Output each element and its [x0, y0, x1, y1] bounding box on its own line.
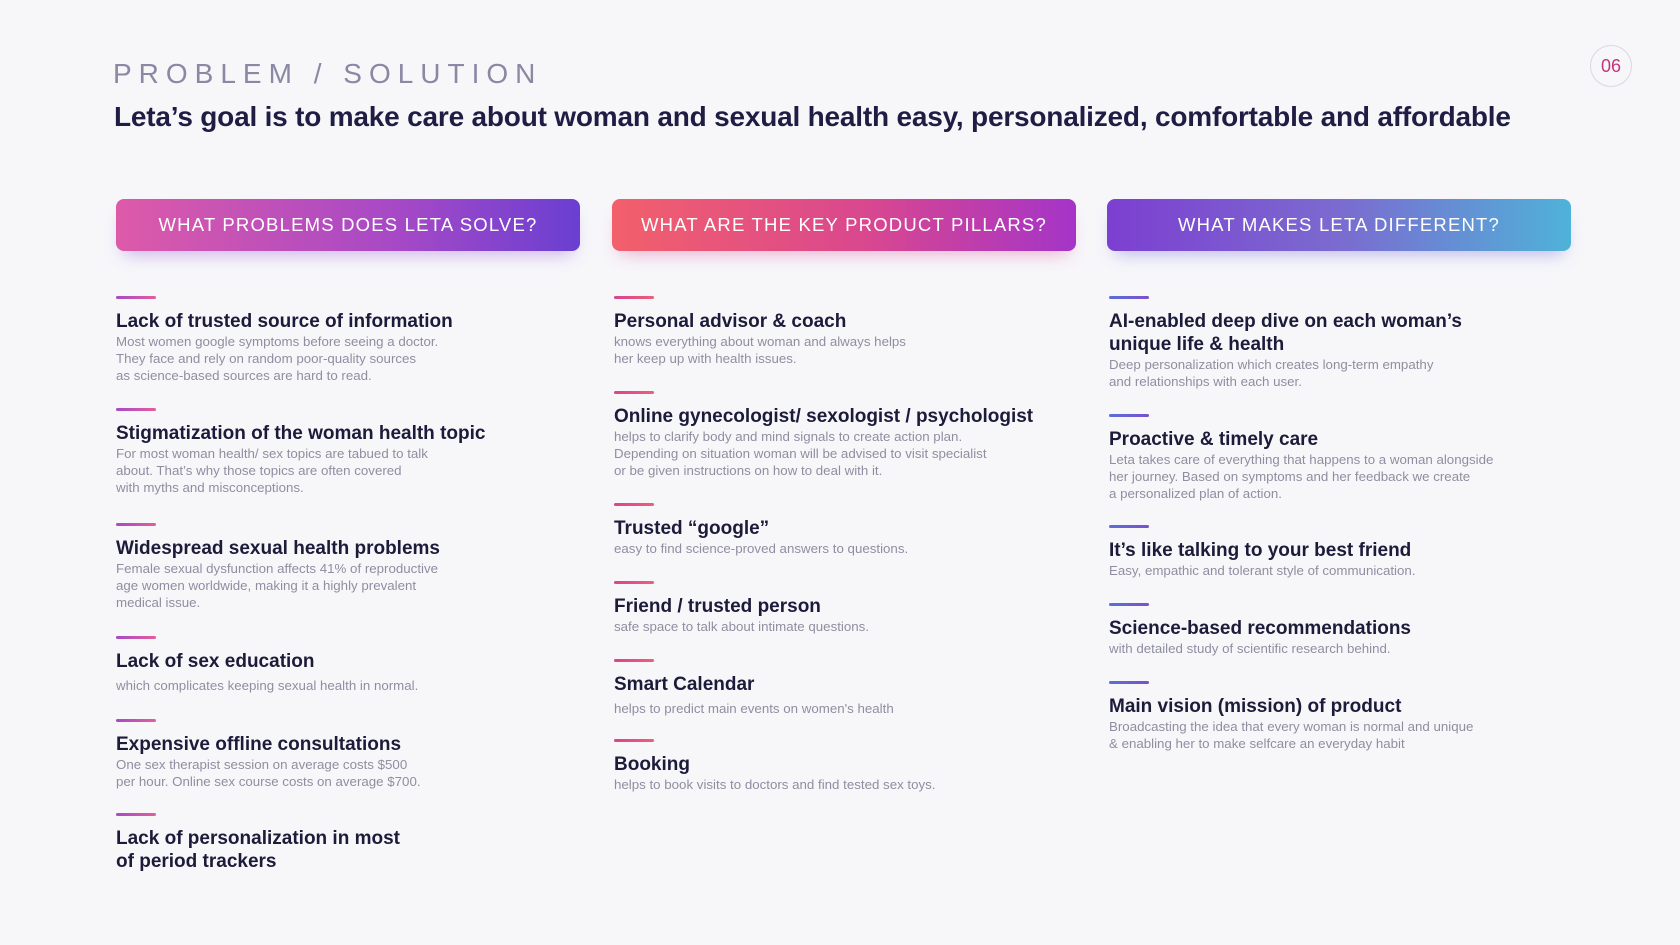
differentiator-item: It’s like talking to your best friend Ea… [1109, 525, 1549, 579]
differentiators-column: WHAT MAKES LETA DIFFERENT? AI-enabled de… [1107, 199, 1571, 751]
problem-desc: One sex therapist session on average cos… [116, 757, 421, 789]
differentiator-desc: with detailed study of scientific resear… [1109, 641, 1391, 656]
accent-bar [116, 719, 156, 722]
problem-item: Lack of sex education which complicates … [116, 636, 556, 694]
pillar-item: Personal advisor & coach knows everythin… [614, 296, 1054, 367]
section-kicker: PROBLEM / SOLUTION [113, 58, 543, 89]
pillars-header-pill: WHAT ARE THE KEY PRODUCT PILLARS? [612, 199, 1076, 251]
accent-bar [116, 523, 156, 526]
problem-desc: Most women google symptoms before seeing… [116, 334, 439, 383]
problem-title: Lack of sex education [116, 651, 315, 672]
problem-item: Stigmatization of the woman health topic… [116, 408, 556, 496]
problem-desc: which complicates keeping sexual health … [116, 678, 419, 693]
differentiator-desc: Easy, empathic and tolerant style of com… [1109, 563, 1416, 578]
problem-title: Lack of trusted source of information [116, 311, 453, 332]
page-headline: Leta’s goal is to make care about woman … [114, 101, 1511, 132]
differentiator-title: Science-based recommendations [1109, 618, 1411, 639]
differentiator-desc: Broadcasting the idea that every woman i… [1109, 719, 1474, 751]
accent-bar [1109, 681, 1149, 684]
pillar-desc: safe space to talk about intimate questi… [614, 619, 870, 634]
pillar-title: Trusted “google” [614, 518, 770, 539]
accent-bar [614, 581, 654, 584]
pillar-desc: easy to find science-proved answers to q… [614, 541, 909, 556]
accent-bar [116, 636, 156, 639]
differentiator-item: Science-based recommendations with detai… [1109, 603, 1549, 657]
pillar-desc: knows everything about woman and always … [614, 334, 906, 366]
accent-bar [116, 296, 156, 299]
page-number-badge: 06 [1590, 45, 1632, 87]
accent-bar [1109, 414, 1149, 417]
differentiator-item: Proactive & timely care Leta takes care … [1109, 414, 1549, 502]
problem-item: Lack of trusted source of information Mo… [116, 296, 556, 384]
problems-header-pill: WHAT PROBLEMS DOES LETA SOLVE? [116, 199, 580, 251]
accent-bar [116, 408, 156, 411]
accent-bar [116, 813, 156, 816]
accent-bar [1109, 296, 1149, 299]
accent-bar [614, 739, 654, 742]
problem-item: Widespread sexual health problems Female… [116, 523, 556, 611]
differentiator-title: Proactive & timely care [1109, 429, 1319, 450]
pillar-item: Booking helps to book visits to doctors … [614, 739, 1054, 793]
problem-title: Expensive offline consultations [116, 734, 402, 755]
differentiator-item: Main vision (mission) of product Broadca… [1109, 681, 1549, 752]
pillar-item: Friend / trusted person safe space to ta… [614, 581, 1054, 635]
differentiator-desc: Deep personalization which creates long-… [1109, 357, 1434, 389]
accent-bar [1109, 603, 1149, 606]
pillar-title: Online gynecologist/ sexologist / psycho… [614, 406, 1034, 427]
differentiator-item: AI-enabled deep dive on each woman’s uni… [1109, 296, 1549, 390]
problem-item: Expensive offline consultations One sex … [116, 719, 556, 790]
differentiator-title: Main vision (mission) of product [1109, 696, 1402, 717]
pillar-item: Smart Calendar helps to predict main eve… [614, 659, 1054, 717]
differentiator-title: AI-enabled deep dive on each woman’s uni… [1109, 311, 1462, 355]
differentiators-header-pill: WHAT MAKES LETA DIFFERENT? [1107, 199, 1571, 251]
differentiator-desc: Leta takes care of everything that happe… [1109, 452, 1494, 501]
pillar-title: Smart Calendar [614, 674, 755, 695]
problem-title: Lack of personalization in most of perio… [116, 828, 400, 872]
pillars-column: WHAT ARE THE KEY PRODUCT PILLARS? Person… [612, 199, 1076, 792]
pillar-desc: helps to book visits to doctors and find… [614, 777, 936, 792]
pillar-title: Friend / trusted person [614, 596, 821, 617]
problems-column: WHAT PROBLEMS DOES LETA SOLVE? Lack of t… [116, 199, 580, 872]
pillar-item: Online gynecologist/ sexologist / psycho… [614, 391, 1054, 479]
pillar-title: Personal advisor & coach [614, 311, 847, 332]
accent-bar [614, 503, 654, 506]
differentiator-title: It’s like talking to your best friend [1109, 540, 1412, 561]
pillar-desc: helps to clarify body and mind signals t… [614, 429, 987, 478]
problem-title: Stigmatization of the woman health topic [116, 423, 486, 444]
problem-desc: Female sexual dysfunction affects 41% of… [116, 561, 439, 610]
pillar-item: Trusted “google” easy to find science-pr… [614, 503, 1054, 557]
problem-title: Widespread sexual health problems [116, 538, 440, 559]
accent-bar [614, 391, 654, 394]
accent-bar [1109, 525, 1149, 528]
pillar-desc: helps to predict main events on women's … [614, 701, 894, 716]
pillar-title: Booking [614, 754, 690, 775]
accent-bar [614, 659, 654, 662]
problem-item: Lack of personalization in most of perio… [116, 813, 556, 873]
problem-desc: For most woman health/ sex topics are ta… [116, 446, 428, 495]
accent-bar [614, 296, 654, 299]
